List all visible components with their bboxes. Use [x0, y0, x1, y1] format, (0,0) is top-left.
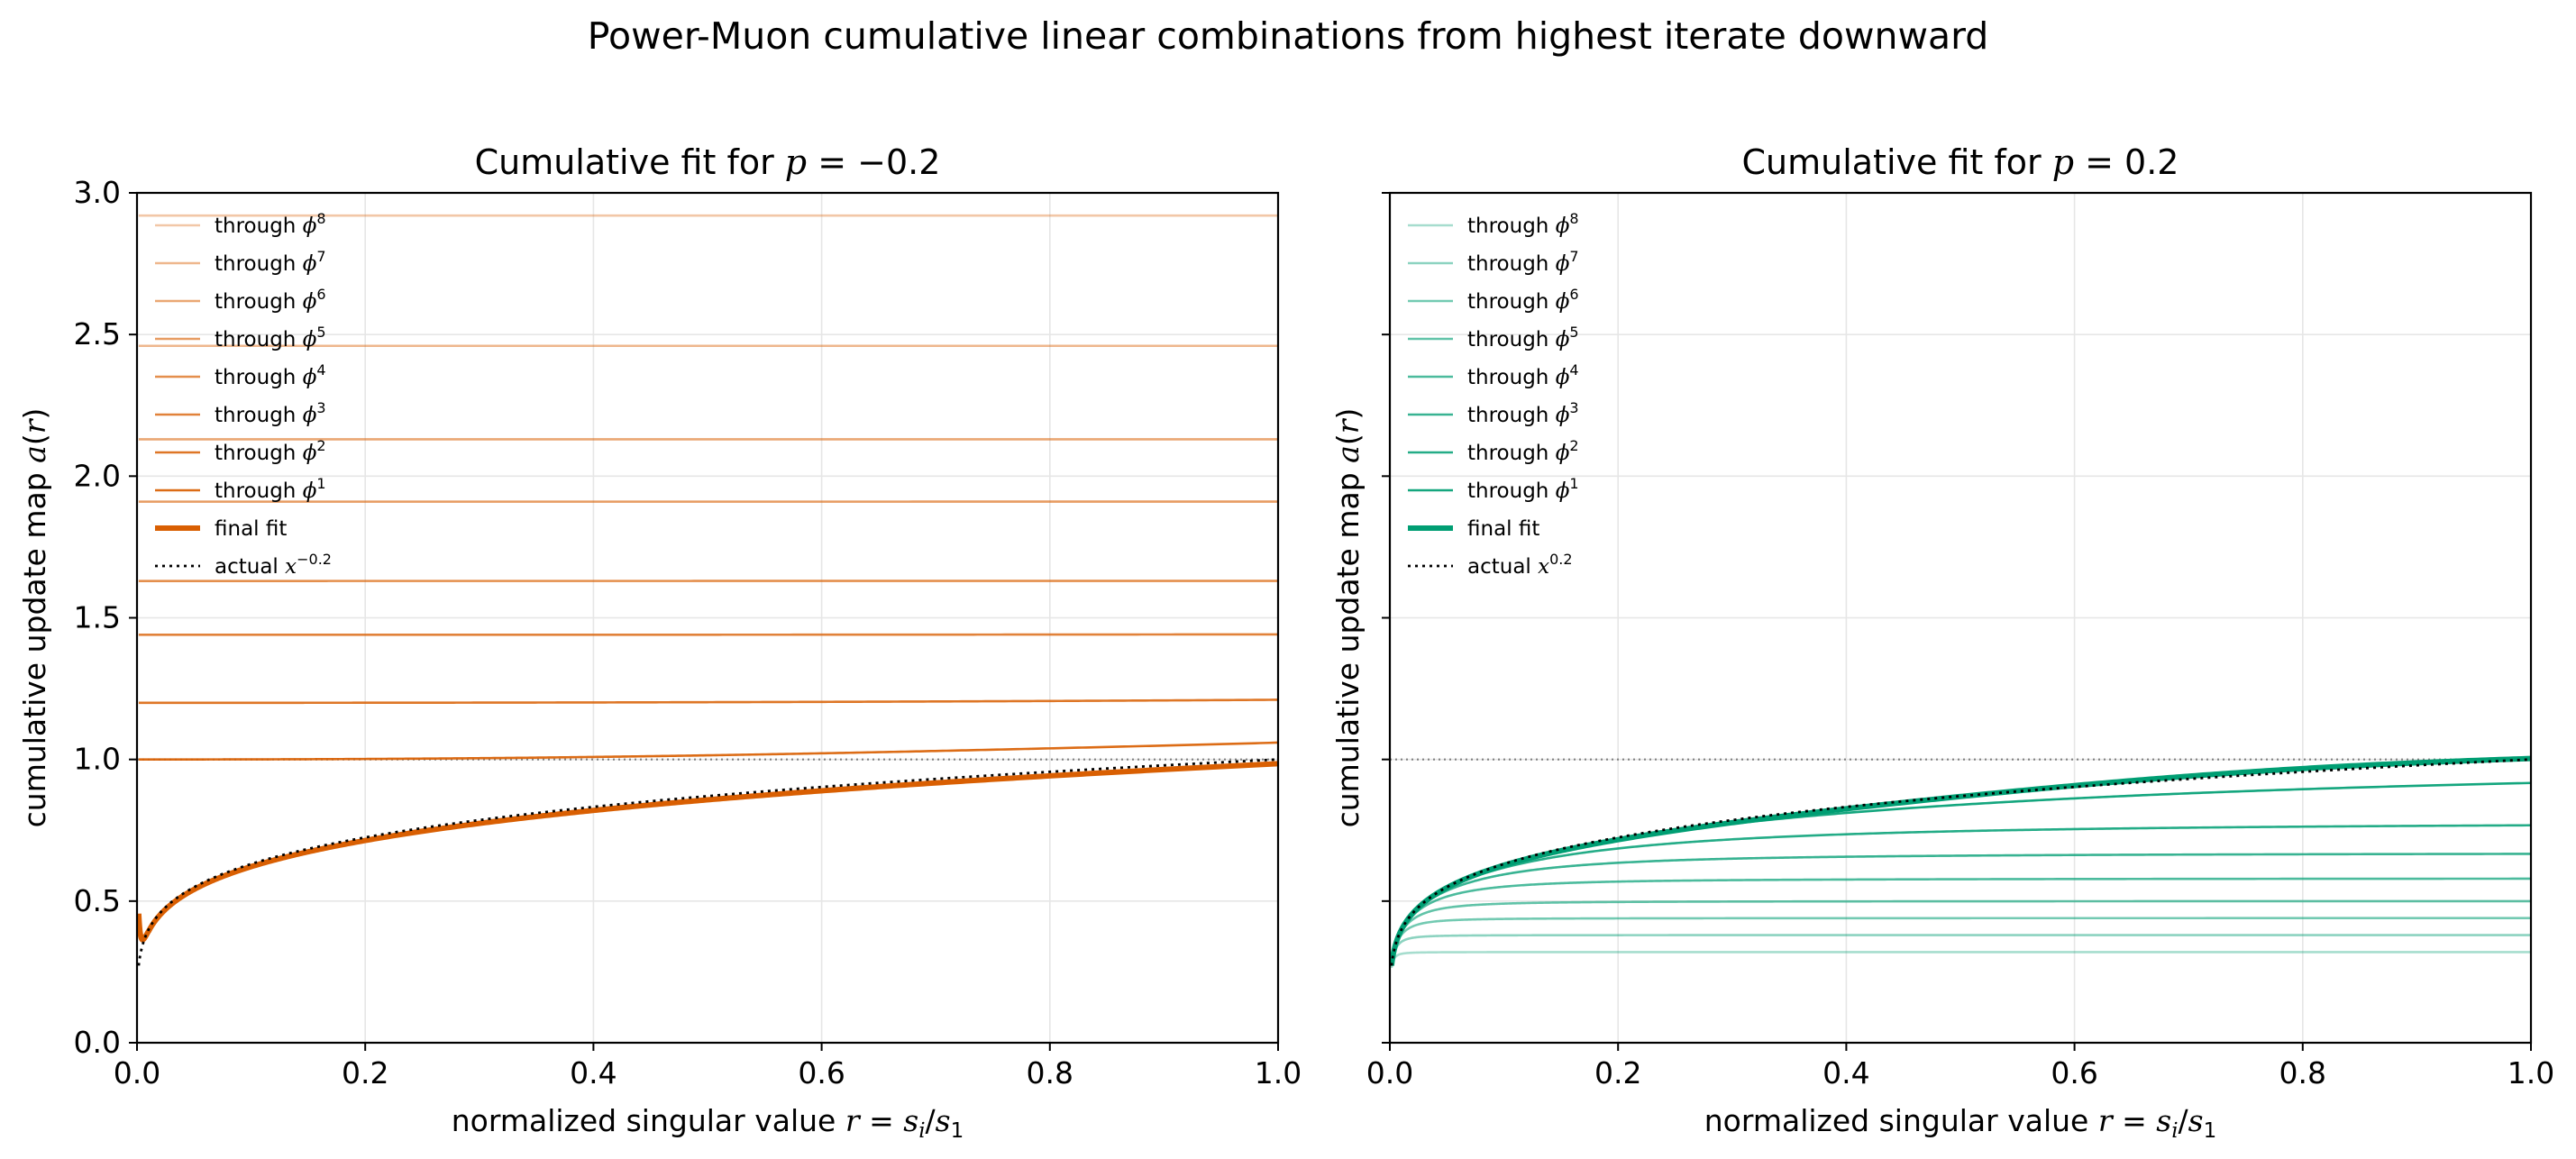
legend-label: through ϕ8: [1467, 210, 1579, 238]
x-tick-label: 0.6: [798, 1055, 845, 1091]
legend-label: through ϕ5: [215, 324, 326, 351]
legend-item: through ϕ8: [1408, 210, 1579, 238]
y-axis-label: cumulative update map a(r): [17, 408, 52, 828]
legend-item: through ϕ7: [1408, 248, 1579, 276]
x-axis-label: normalized singular value r = si/s1: [452, 1103, 964, 1143]
legend-label: actual x0.2: [1467, 551, 1573, 579]
legend-item: through ϕ5: [1408, 324, 1579, 351]
series-line-through-phi5: [1390, 899, 2531, 966]
x-tick-label: 0.0: [114, 1055, 160, 1091]
series-line-through-phi8: [1390, 951, 2531, 969]
legend-item: through ϕ2: [1408, 437, 1579, 465]
series-line-actual: [1390, 758, 2531, 966]
x-tick-label: 0.8: [1027, 1055, 1073, 1091]
series-line-through-phi1: [138, 741, 1278, 761]
legend-item: through ϕ3: [155, 399, 326, 427]
series-line-actual: [137, 758, 1278, 966]
x-tick-label: 0.2: [342, 1055, 388, 1091]
legend-item: actual x−0.2: [155, 551, 332, 579]
y-tick-label: 2.0: [74, 458, 121, 493]
legend-label: through ϕ6: [215, 286, 326, 314]
legend-item: through ϕ1: [1408, 475, 1579, 503]
legend-label: final fit: [215, 517, 287, 541]
legend-label: final fit: [1467, 517, 1539, 541]
y-tick-label: 1.5: [74, 600, 121, 635]
legend-item: through ϕ5: [155, 324, 326, 351]
legend-item: through ϕ8: [155, 210, 326, 238]
series-line-through-phi6: [1390, 917, 2531, 966]
x-tick-label: 0.8: [2279, 1055, 2326, 1091]
figure-suptitle: Power-Muon cumulative linear combination…: [588, 14, 1989, 58]
x-tick-label: 0.0: [1366, 1055, 1413, 1091]
series-line-through-phi4: [1390, 877, 2531, 966]
legend-label: through ϕ3: [215, 399, 326, 427]
legend-item: final fit: [1408, 517, 1539, 541]
right-panel: 0.0 0.2 0.4 0.6 0.8 1.0 Cumulative fit for p =…: [1330, 142, 2554, 1143]
legend-item: through ϕ6: [1408, 286, 1579, 314]
legend-label: through ϕ4: [215, 361, 326, 389]
series-line-through-phi7: [1390, 934, 2531, 967]
legend-label: through ϕ6: [1467, 286, 1579, 314]
x-tick-label: 1.0: [1255, 1055, 1302, 1091]
legend-item: through ϕ3: [1408, 399, 1579, 427]
legend-item: through ϕ7: [155, 248, 326, 276]
legend-item: through ϕ6: [155, 286, 326, 314]
legend-label: through ϕ4: [1467, 361, 1579, 389]
series-line-through-phi2: [138, 698, 1278, 705]
legend-label: actual x−0.2: [215, 551, 332, 579]
x-tick-label: 1.0: [2507, 1055, 2554, 1091]
legend: through ϕ8 through ϕ7 through ϕ6 through ϕ5…: [155, 210, 332, 579]
legend-label: through ϕ7: [1467, 248, 1579, 276]
x-tick-label: 0.4: [1822, 1055, 1869, 1091]
legend-label: through ϕ1: [1467, 475, 1579, 503]
legend-label: through ϕ1: [215, 475, 326, 503]
legend-label: through ϕ8: [215, 210, 326, 238]
series-line-through-phi2: [1390, 824, 2531, 966]
y-tick-label: 0.5: [74, 883, 121, 918]
legend-item: final fit: [155, 517, 287, 541]
series-line-through-phi3: [1390, 853, 2531, 966]
x-tick-label: 0.2: [1594, 1055, 1641, 1091]
left-panel: 0.0 0.2 0.4 0.6 0.8 1.0 0.0 0.5 1.0 1.5 2.0 2.5 3.0 C…: [17, 142, 1302, 1143]
series-line-final-fit: [137, 761, 1278, 943]
plot-area: [1390, 755, 2531, 969]
legend-label: through ϕ2: [1467, 437, 1579, 465]
legend: through ϕ8 through ϕ7 through ϕ6 through ϕ5…: [1408, 210, 1579, 579]
series-line-final-fit: [1390, 755, 2531, 966]
legend-item: through ϕ4: [1408, 361, 1579, 389]
panel-title: Cumulative fit for p = −0.2: [475, 142, 941, 182]
series-line-through-phi1: [1390, 781, 2531, 966]
y-tick-label: 0.0: [74, 1025, 121, 1060]
y-tick-label: 1.0: [74, 742, 121, 777]
y-axis-label: cumulative update map a(r): [1330, 408, 1366, 828]
x-tick-label: 0.4: [570, 1055, 617, 1091]
plot-area: [137, 214, 1278, 966]
y-tick-label: 3.0: [74, 175, 121, 210]
x-axis-label: normalized singular value r = si/s1: [1704, 1103, 2217, 1143]
x-tick-label: 0.6: [2051, 1055, 2097, 1091]
legend-label: through ϕ3: [1467, 399, 1579, 427]
legend-item: actual x0.2: [1408, 551, 1573, 579]
legend-label: through ϕ2: [215, 437, 326, 465]
legend-label: through ϕ7: [215, 248, 326, 276]
legend-item: through ϕ2: [155, 437, 326, 465]
y-tick-label: 2.5: [74, 316, 121, 351]
legend-item: through ϕ1: [155, 475, 326, 503]
legend-label: through ϕ5: [1467, 324, 1579, 351]
legend-item: through ϕ4: [155, 361, 326, 389]
panel-title: Cumulative fit for p = 0.2: [1742, 142, 2179, 182]
